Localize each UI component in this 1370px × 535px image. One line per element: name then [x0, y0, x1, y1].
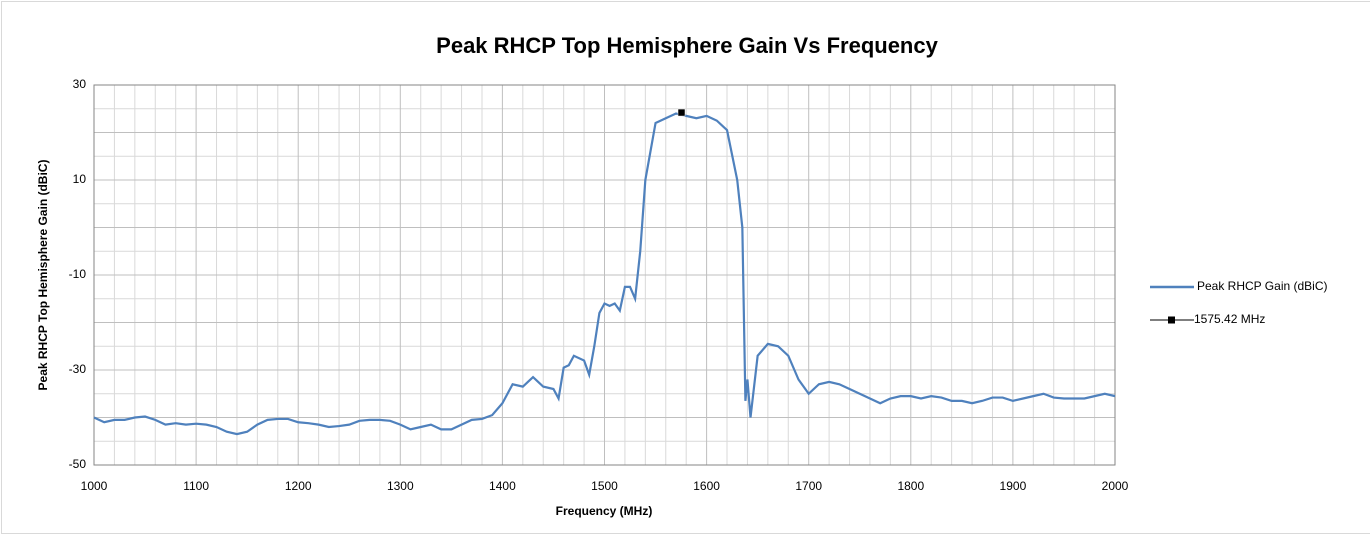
x-tick-label: 2000 [1102, 479, 1129, 493]
x-tick-label: 1400 [489, 479, 516, 493]
y-tick-label: -30 [69, 362, 87, 376]
x-tick-label: 1300 [387, 479, 414, 493]
y-axis-title: Peak RHCP Top Hemisphere Gain (dBiC) [36, 160, 50, 391]
y-tick-label: 30 [73, 77, 87, 91]
plot-border [93, 84, 1116, 466]
x-tick-label: 1700 [795, 479, 822, 493]
y-tick-label: -50 [69, 457, 87, 471]
data-line [93, 112, 1116, 436]
x-tick-label: 1000 [81, 479, 108, 493]
x-tick-label: 1200 [285, 479, 312, 493]
x-tick-label: 1600 [693, 479, 720, 493]
legend-label: Peak RHCP Gain (dBiC) [1197, 279, 1328, 293]
data-marker [677, 108, 686, 117]
y-tick-label: -10 [69, 267, 87, 281]
x-tick-label: 1800 [897, 479, 924, 493]
legend-swatch-marker [1168, 316, 1175, 324]
x-tick-label: 1900 [1000, 479, 1027, 493]
y-tick-label: 10 [73, 172, 87, 186]
x-axis-title: Frequency (MHz) [556, 504, 653, 518]
legend-label: 1575.42 MHz [1194, 312, 1265, 326]
chart-title: Peak RHCP Top Hemisphere Gain Vs Frequen… [436, 33, 938, 58]
x-tick-label: 1500 [591, 479, 618, 493]
x-tick-label: 1100 [183, 479, 209, 493]
